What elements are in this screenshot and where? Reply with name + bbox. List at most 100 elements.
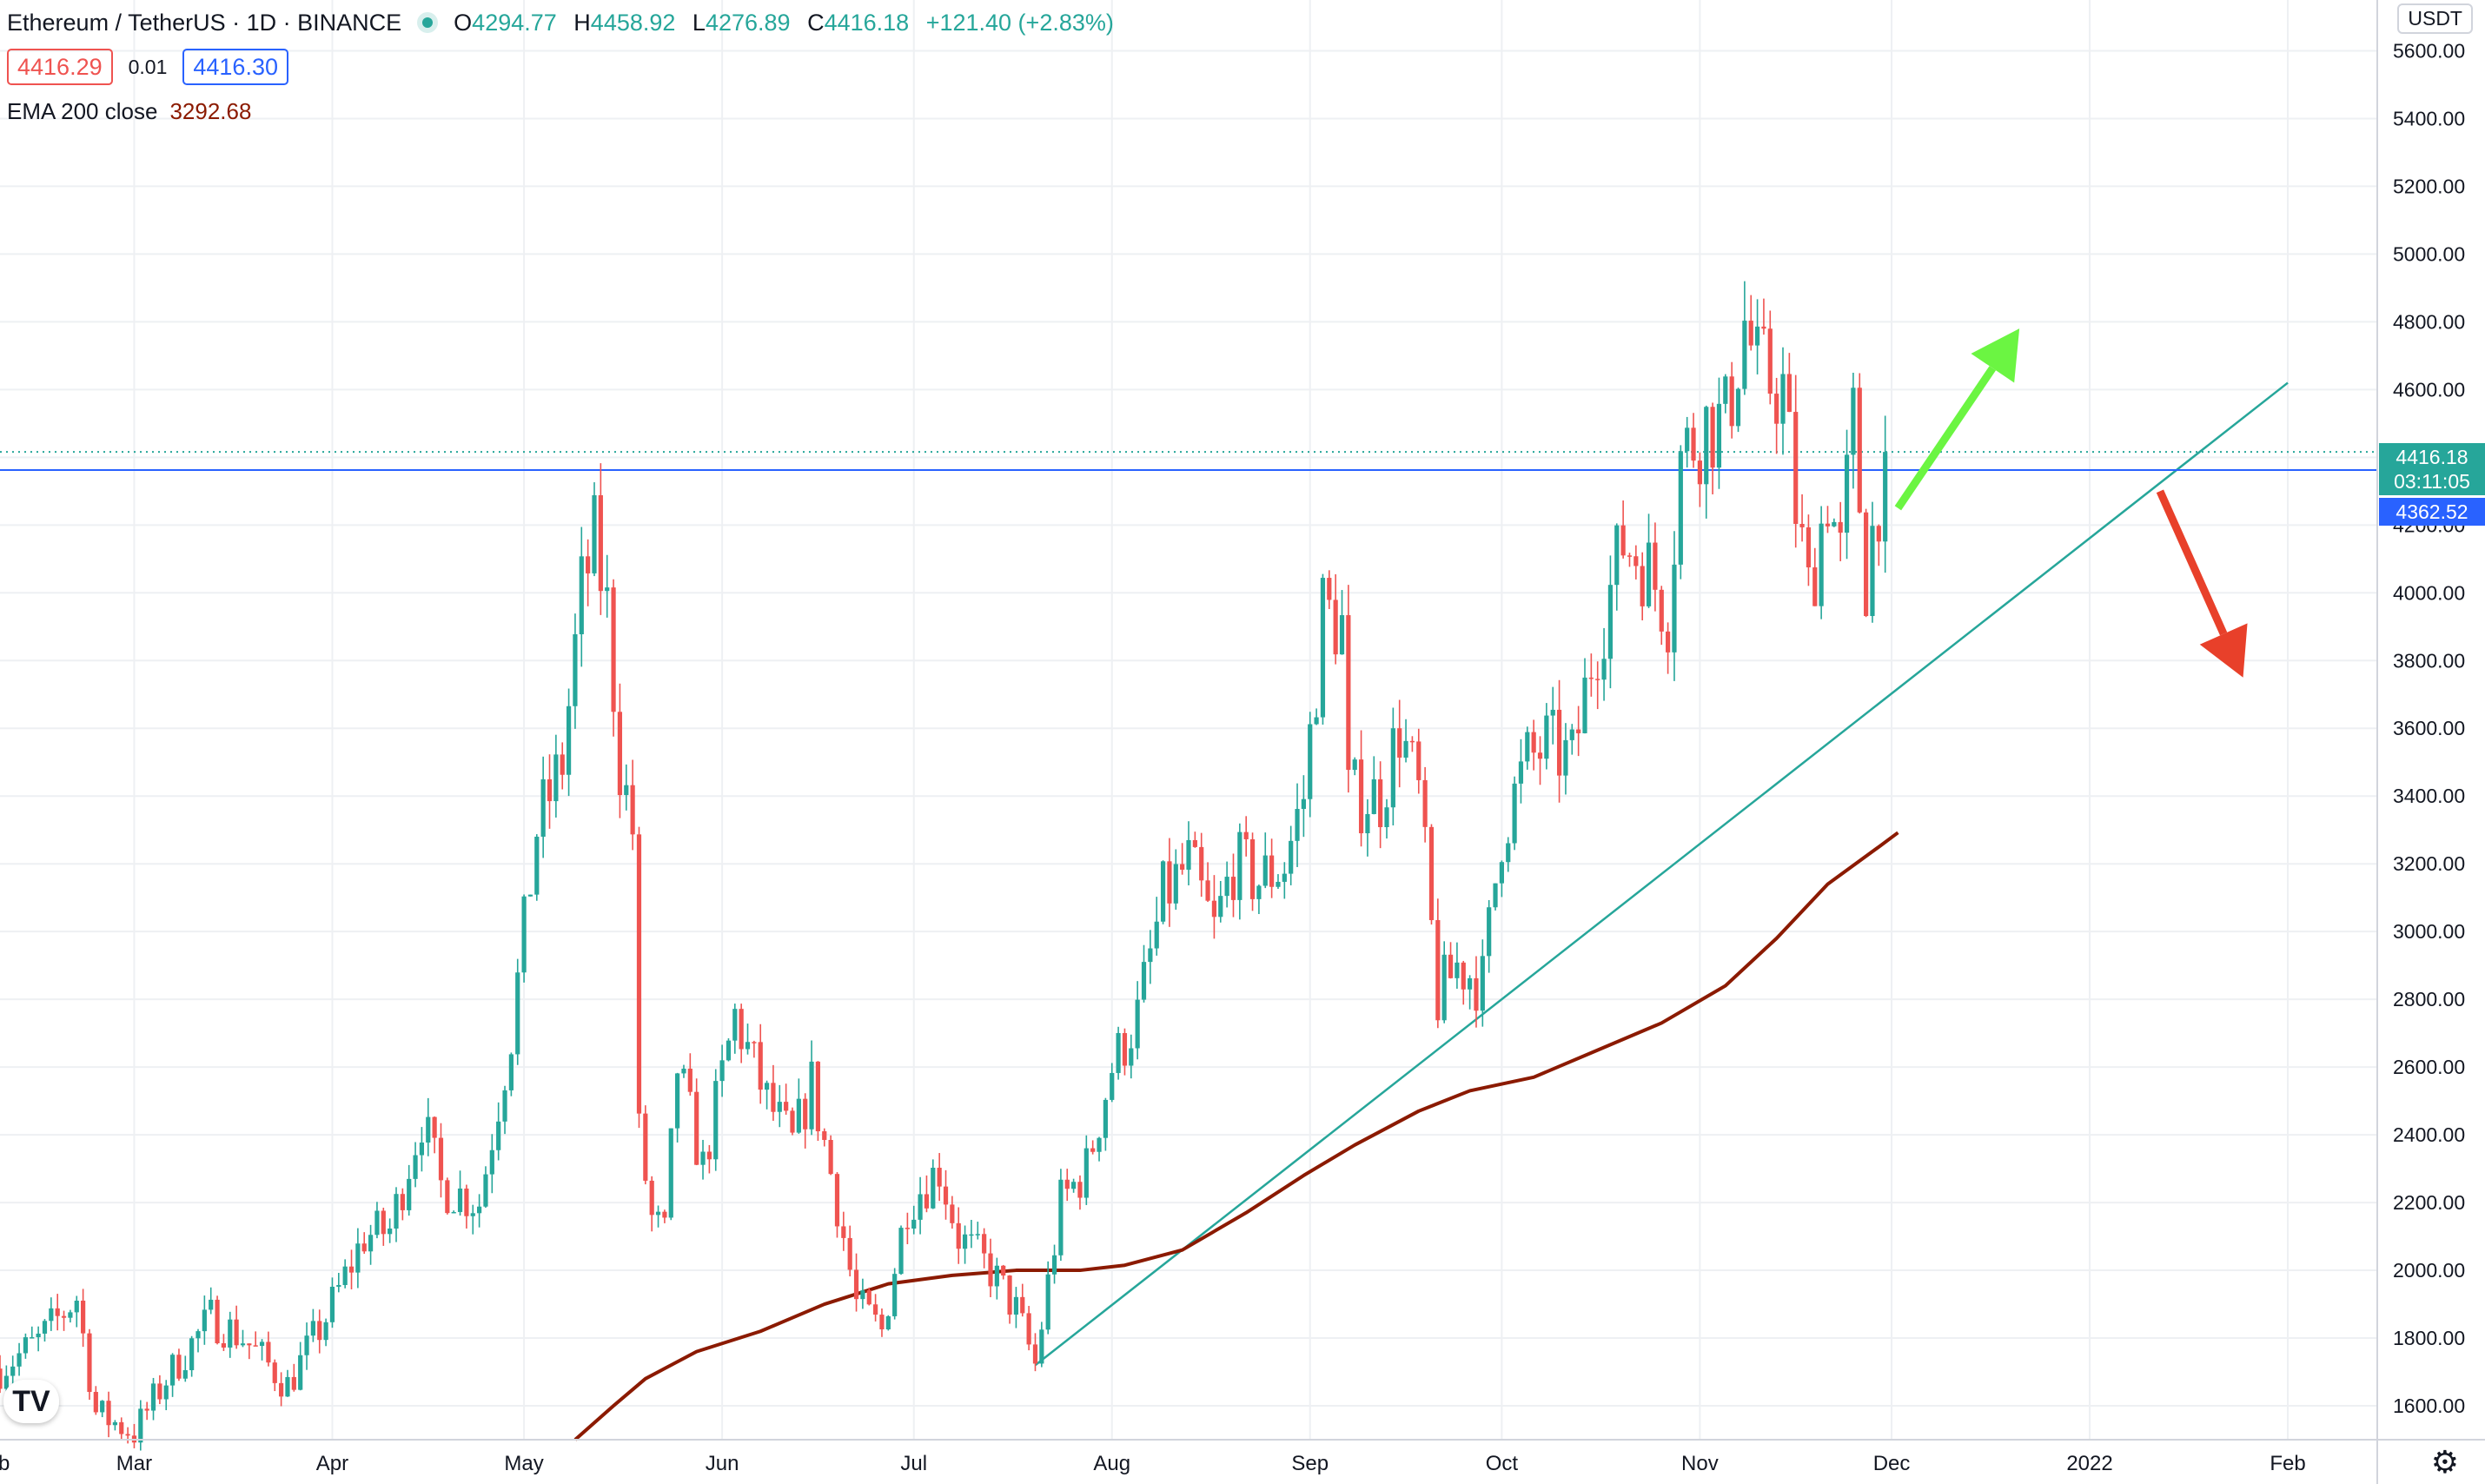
candle-body: [30, 1337, 35, 1339]
candle-body: [611, 587, 616, 712]
candle-body: [1697, 460, 1702, 485]
arrow-down-shaft[interactable]: [2156, 489, 2228, 636]
candle-body: [1710, 407, 1715, 468]
candle-body: [348, 1266, 355, 1273]
buy-price-button[interactable]: 4416.30: [182, 49, 288, 85]
candle-body: [279, 1382, 284, 1397]
x-tick-label: Jul: [900, 1452, 927, 1475]
candle-body: [1666, 631, 1671, 653]
candle-body: [1838, 521, 1843, 533]
y-tick-label: 4600.00: [2393, 378, 2465, 401]
candle-body: [573, 634, 578, 706]
candle-body: [732, 1009, 738, 1041]
candle-body: [502, 1090, 507, 1122]
candle-body: [706, 1151, 712, 1160]
candle-body: [1154, 921, 1159, 949]
trendline-layer[interactable]: [0, 381, 2377, 1367]
currency-unit-button[interactable]: USDT: [2397, 3, 2473, 34]
candle-body: [23, 1337, 29, 1354]
y-tick-label: 3800.00: [2393, 649, 2465, 672]
candle-body: [336, 1285, 341, 1287]
candle-body: [847, 1237, 852, 1270]
symbol-title[interactable]: Ethereum / TetherUS · 1D · BINANCE: [7, 10, 402, 36]
candle-body: [803, 1098, 808, 1130]
candle-body: [1339, 615, 1345, 655]
candle-body: [617, 712, 623, 796]
candle-body: [1064, 1179, 1070, 1189]
candle-body: [1110, 1072, 1115, 1100]
x-tick-label: Oct: [1486, 1452, 1519, 1475]
candle-body: [924, 1194, 930, 1209]
candle-body: [209, 1299, 214, 1310]
candle-body: [771, 1083, 776, 1112]
candle-body: [885, 1315, 891, 1330]
candle-body: [681, 1068, 686, 1074]
candle-body: [918, 1194, 923, 1220]
candle-body: [1556, 709, 1562, 776]
candle-body: [982, 1234, 987, 1254]
candle-body: [560, 754, 565, 775]
close-value: 4416.18: [824, 10, 910, 36]
arrow-up-head[interactable]: [1971, 328, 2020, 383]
candle-body: [1499, 862, 1504, 884]
candle-body: [547, 778, 553, 802]
candle-body: [1857, 388, 1862, 513]
candle-body: [163, 1385, 169, 1400]
candle-body: [1588, 677, 1594, 679]
candle-body: [943, 1186, 949, 1205]
candle-body: [579, 556, 584, 635]
candle-body: [483, 1174, 488, 1207]
y-tick-label: 3600.00: [2393, 717, 2465, 739]
candle-body: [1780, 374, 1786, 424]
arrow-up-shaft[interactable]: [1894, 366, 1997, 511]
candle-body: [777, 1102, 782, 1112]
candle-body: [1806, 527, 1812, 567]
candle-body: [1397, 728, 1402, 758]
candle-body: [202, 1309, 207, 1332]
candle-body: [873, 1304, 878, 1315]
candle-body: [905, 1228, 910, 1229]
candle-body: [215, 1299, 220, 1344]
candle-body: [655, 1211, 661, 1216]
candle-body: [809, 1061, 814, 1130]
candle-body: [1243, 831, 1249, 839]
candle-body: [464, 1188, 469, 1216]
candle-body: [1083, 1148, 1089, 1198]
candle-body: [0, 1368, 3, 1389]
candle-body: [752, 1042, 757, 1043]
candle-body: [969, 1234, 974, 1236]
trendline[interactable]: [1034, 381, 2289, 1367]
gear-icon[interactable]: ⚙: [2430, 1444, 2459, 1480]
y-tick-label: 1600.00: [2393, 1395, 2465, 1417]
indicator-legend[interactable]: EMA 200 close 3292.68: [7, 96, 1124, 127]
x-tick-label: Aug: [1093, 1452, 1130, 1475]
candle-body: [1441, 954, 1447, 1021]
candle-body: [758, 1042, 763, 1090]
candle-body: [1742, 321, 1747, 389]
indicator-label: EMA 200 close: [7, 98, 158, 124]
candle-body: [1799, 523, 1805, 527]
candle-body: [1480, 956, 1485, 1011]
candle-body: [138, 1408, 143, 1443]
candle-body: [853, 1269, 859, 1300]
candle-body: [74, 1300, 79, 1313]
drawings-layer[interactable]: [1894, 328, 2248, 678]
x-tick-label: Sep: [1291, 1452, 1329, 1475]
x-tick-label: 2022: [2066, 1452, 2112, 1475]
arrow-down-head[interactable]: [2199, 623, 2248, 678]
candle-body: [1090, 1148, 1096, 1152]
candle-body: [1506, 843, 1511, 863]
candle-body: [796, 1098, 801, 1133]
candle-body: [1512, 783, 1517, 844]
candle-body: [630, 785, 635, 835]
tradingview-logo-icon[interactable]: TV: [3, 1380, 59, 1423]
sell-price-button[interactable]: 4416.29: [7, 49, 113, 85]
y-tick-label: 5000.00: [2393, 242, 2465, 265]
candle-body: [61, 1315, 67, 1318]
candle-body: [1774, 394, 1779, 424]
candle-body: [1308, 724, 1313, 799]
candle-body: [1013, 1296, 1019, 1315]
candle-body: [1761, 326, 1766, 329]
